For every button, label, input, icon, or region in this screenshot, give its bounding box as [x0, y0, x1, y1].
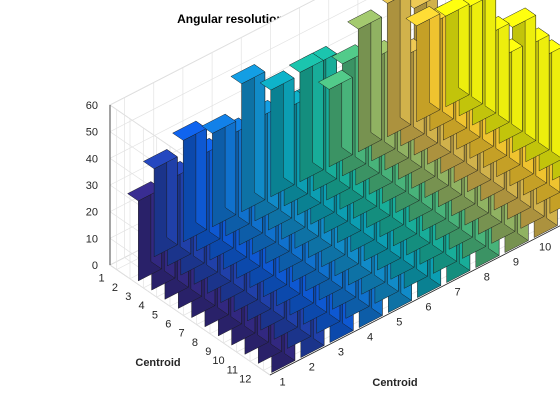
y-tick-label: 4 — [139, 300, 145, 312]
bar-r1-c6 — [259, 70, 295, 198]
x-tick-label: 5 — [396, 317, 402, 329]
grid-line — [109, 0, 367, 132]
y-tick-label: 3 — [125, 291, 131, 303]
bar-r1-c11 — [405, 5, 441, 123]
x-tick-label: 6 — [425, 302, 431, 314]
bar-r1-c5 — [230, 63, 266, 213]
bar-r1-c8 — [317, 69, 353, 168]
bar-r1-c4 — [201, 113, 237, 228]
y-tick-label: 11 — [227, 364, 238, 376]
bar-r1-c10 — [382, 0, 412, 138]
x-tick-label: 8 — [484, 272, 490, 284]
y-tick-label: 7 — [179, 328, 185, 340]
z-tick-label: 0 — [92, 260, 98, 272]
grid-line — [124, 257, 285, 368]
bar-layer — [127, 0, 560, 373]
x-axis-label: Centroid — [372, 377, 417, 389]
label-layer: 0102030405060123456789101112123456789101… — [86, 100, 551, 389]
bar-r1-c9 — [347, 9, 383, 153]
z-tick-label: 60 — [86, 100, 98, 112]
grid-line — [109, 0, 315, 106]
y-tick-label: 5 — [152, 309, 158, 321]
x-tick-label: 4 — [367, 332, 373, 344]
x-tick-label: 2 — [309, 362, 315, 374]
z-tick-label: 40 — [86, 153, 98, 165]
bar-r1-c2 — [142, 148, 178, 258]
x-tick-label: 1 — [280, 377, 286, 389]
x-tick-label: 10 — [539, 242, 551, 254]
y-tick-label: 8 — [192, 337, 198, 349]
x-tick-label: 7 — [455, 287, 461, 299]
y-tick-label: 1 — [99, 273, 105, 285]
y-tick-label: 12 — [239, 373, 251, 385]
y-tick-label: 6 — [165, 318, 171, 330]
z-tick-label: 10 — [86, 233, 98, 245]
z-tick-label: 20 — [86, 207, 98, 219]
bar-r1-c7 — [288, 52, 324, 183]
x-tick-label: 3 — [338, 347, 344, 359]
grid-line — [109, 264, 271, 376]
y-axis-label: Centroid — [135, 357, 180, 369]
bar-r1-c3 — [172, 120, 208, 243]
z-tick-label: 30 — [86, 180, 98, 192]
y-tick-label: 9 — [205, 346, 211, 358]
y-tick-label: 2 — [112, 282, 118, 294]
bar-r1-c12 — [434, 0, 470, 108]
z-tick-label: 50 — [86, 127, 98, 139]
x-axis-line — [269, 225, 560, 376]
x-tick-label: 9 — [513, 257, 519, 269]
y-tick-label: 10 — [212, 355, 224, 367]
